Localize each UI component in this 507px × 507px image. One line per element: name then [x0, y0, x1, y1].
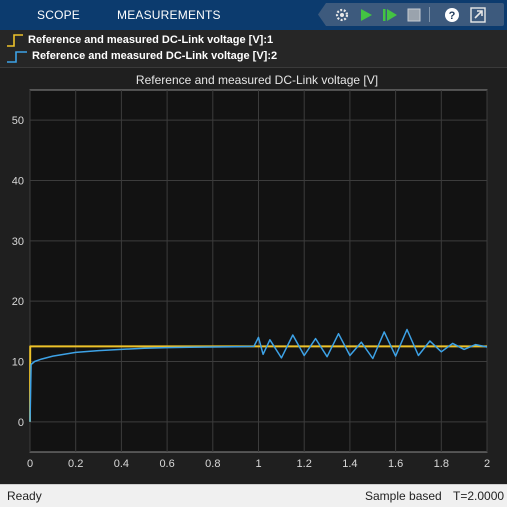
quick-access-toolbar: ?	[318, 3, 504, 26]
y-tick-label: 0	[18, 417, 24, 429]
y-tick-label: 10	[12, 357, 24, 369]
tab-measurements[interactable]: MEASUREMENTS	[117, 8, 221, 22]
legend-label: Reference and measured DC-Link voltage […	[28, 34, 274, 46]
legend-label: Reference and measured DC-Link voltage […	[32, 50, 278, 62]
legend-item[interactable]: Reference and measured DC-Link voltage […	[6, 32, 273, 48]
scope-display: Reference and measured DC-Link voltage […	[0, 68, 507, 484]
status-bar: Ready Sample based T=2.0000	[0, 484, 507, 507]
legend-item[interactable]: Reference and measured DC-Link voltage […	[6, 48, 277, 64]
toolstrip-tabbar: SCOPE MEASUREMENTS ?	[0, 0, 507, 30]
y-axis: 0 10 20 30 40 50	[12, 115, 24, 429]
chart-title: Reference and measured DC-Link voltage […	[136, 73, 378, 87]
x-tick-label: 0.6	[159, 458, 174, 470]
x-tick-label: 1	[255, 458, 261, 470]
x-tick-label: 1.4	[342, 458, 357, 470]
x-tick-label: 1.8	[434, 458, 449, 470]
x-tick-label: 1.2	[297, 458, 312, 470]
x-tick-label: 0	[27, 458, 33, 470]
y-tick-label: 40	[12, 176, 24, 188]
settings-icon[interactable]	[332, 3, 352, 26]
step-forward-icon[interactable]	[380, 3, 400, 26]
x-tick-label: 0.2	[68, 458, 83, 470]
tab-scope[interactable]: SCOPE	[37, 8, 81, 22]
legend-line-icon	[7, 51, 27, 63]
sampling-mode: Sample based	[365, 489, 442, 503]
x-axis: 0 0.2 0.4 0.6 0.8 1 1.2 1.4 1.6 1.8 2	[27, 458, 490, 470]
legend: Reference and measured DC-Link voltage […	[0, 30, 507, 68]
grid	[29, 90, 488, 452]
x-tick-label: 1.6	[388, 458, 403, 470]
y-tick-label: 30	[12, 236, 24, 248]
status-text: Ready	[7, 489, 42, 503]
x-tick-label: 0.4	[114, 458, 129, 470]
series-line-2	[29, 328, 488, 422]
simulation-time: T=2.0000	[453, 489, 505, 503]
stop-icon[interactable]	[404, 3, 424, 26]
x-tick-label: 2	[484, 458, 490, 470]
help-icon[interactable]: ?	[442, 3, 462, 26]
chart[interactable]: Reference and measured DC-Link voltage […	[0, 68, 507, 484]
y-tick-label: 50	[12, 115, 24, 127]
toolbar-divider	[429, 7, 430, 22]
series-group	[29, 328, 488, 422]
x-tick-label: 0.8	[205, 458, 220, 470]
run-icon[interactable]	[356, 3, 376, 26]
undock-icon[interactable]	[468, 3, 488, 26]
y-tick-label: 20	[12, 296, 24, 308]
legend-line-icon	[7, 34, 23, 47]
svg-text:?: ?	[449, 10, 456, 22]
